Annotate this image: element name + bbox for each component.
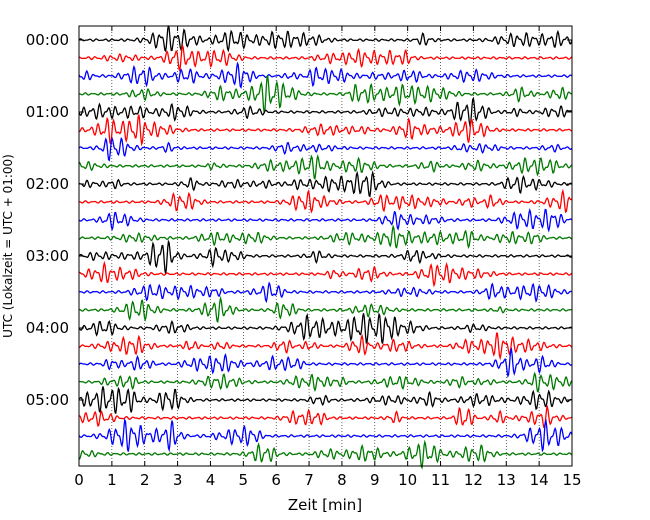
x-tick-label: 1: [107, 471, 117, 489]
x-tick-label: 6: [271, 471, 281, 489]
x-tick-label: 5: [239, 471, 249, 489]
trace-group: [78, 25, 573, 470]
trace-line: [78, 207, 573, 233]
y-tick-label: 05:00: [26, 391, 69, 409]
y-tick-label: 00:00: [26, 31, 69, 49]
x-tick-label: 2: [140, 471, 150, 489]
trace-line: [78, 332, 573, 361]
y-tick-label: 03:00: [26, 247, 69, 265]
trace-line: [78, 239, 573, 274]
trace-line: [78, 295, 573, 324]
trace-line: [78, 404, 573, 429]
trace-line: [78, 386, 573, 414]
x-tick-label: 7: [304, 471, 314, 489]
trace-line: [78, 25, 573, 53]
plot-area: [79, 26, 572, 466]
x-tick-label: 3: [173, 471, 183, 489]
x-tick-label: 14: [530, 471, 549, 489]
y-tick-label: 01:00: [26, 103, 69, 121]
trace-line: [78, 61, 573, 89]
x-tick-label: 13: [497, 471, 516, 489]
trace-line: [78, 439, 573, 470]
trace-line: [78, 312, 573, 345]
trace-line: [78, 371, 573, 393]
trace-line: [78, 347, 573, 379]
trace-line: [78, 74, 573, 114]
x-tick-label: 8: [337, 471, 347, 489]
trace-line: [78, 43, 573, 73]
x-tick-label: 4: [206, 471, 216, 489]
trace-line: [78, 224, 573, 249]
y-tick-label: 02:00: [26, 175, 69, 193]
x-tick-label: 15: [562, 471, 581, 489]
x-tick-label: 9: [370, 471, 380, 489]
trace-line: [78, 418, 573, 453]
y-axis-label: UTC (Lokalzeit = UTC + 01:00): [1, 154, 15, 338]
x-tick-label: 11: [431, 471, 450, 489]
plot-frame: [78, 25, 573, 467]
x-axis-ticks: 0 1 2 3 4 5 6 7 8 9 10 11 12 13 14 15: [74, 26, 582, 489]
y-axis-ticks: 00:00 01:00 02:00 03:00 04:00 05:00: [26, 31, 572, 409]
x-tick-label: 10: [398, 471, 417, 489]
trace-line: [78, 154, 573, 180]
x-tick-label: 0: [74, 471, 84, 489]
trace-line: [78, 96, 573, 128]
x-tick-label: 12: [464, 471, 483, 489]
trace-line: [78, 170, 573, 198]
trace-line: [78, 136, 573, 162]
trace-line: [78, 114, 573, 147]
trace-line: [78, 188, 573, 214]
y-tick-label: 04:00: [26, 319, 69, 337]
trace-line: [78, 260, 573, 288]
trace-line: [78, 281, 573, 304]
x-axis-label: Zeit [min]: [288, 496, 362, 514]
